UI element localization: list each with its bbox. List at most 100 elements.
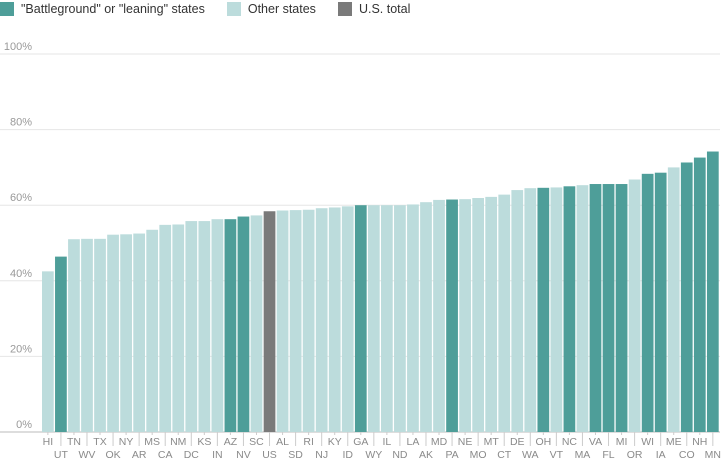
bar-oh bbox=[537, 187, 550, 432]
legend-item-battleground: "Battleground" or "leaning" states bbox=[0, 2, 205, 16]
bar-ri bbox=[302, 209, 315, 432]
legend-item-us-total: U.S. total bbox=[337, 2, 411, 16]
bar-nj bbox=[315, 208, 328, 432]
legend-swatch-us-total bbox=[337, 2, 352, 16]
bar-vt bbox=[550, 187, 563, 432]
x-label-fl: FL bbox=[602, 449, 614, 459]
legend-item-other: Other states bbox=[226, 2, 316, 16]
bars bbox=[42, 151, 719, 433]
bar-ny bbox=[120, 234, 132, 432]
bar-nm bbox=[172, 224, 185, 432]
x-label-il: IL bbox=[382, 436, 391, 448]
bar-nd bbox=[394, 205, 406, 432]
x-label-nh: NH bbox=[692, 436, 707, 448]
x-label-mi: MI bbox=[616, 436, 628, 448]
x-label-mn: MN bbox=[705, 449, 721, 459]
bar-il bbox=[381, 205, 393, 432]
x-label-me: ME bbox=[666, 436, 682, 448]
x-label-nv: NV bbox=[236, 449, 251, 459]
bar-ia bbox=[654, 172, 667, 432]
x-label-ks: KS bbox=[197, 436, 211, 448]
x-label-tn: TN bbox=[67, 436, 81, 448]
x-axis-labels: HIUTTNWVTXOKNYARMSCANMDCKSINAZNVSCUSALSD… bbox=[43, 432, 721, 459]
x-label-vt: VT bbox=[550, 449, 564, 459]
x-label-nj: NJ bbox=[315, 449, 328, 459]
bar-tn bbox=[68, 239, 80, 432]
bar-or bbox=[628, 179, 641, 432]
y-tick-label-0: 0% bbox=[16, 419, 32, 431]
x-label-wa: WA bbox=[522, 449, 539, 459]
y-tick-label-60: 60% bbox=[10, 192, 32, 204]
x-label-id: ID bbox=[343, 449, 354, 459]
y-tick-label-20: 20% bbox=[10, 343, 32, 355]
bar-pa bbox=[446, 199, 458, 432]
legend-label-us-total: U.S. total bbox=[358, 2, 411, 16]
x-label-mt: MT bbox=[484, 436, 500, 448]
x-label-ca: CA bbox=[158, 449, 173, 459]
x-label-ar: AR bbox=[132, 449, 147, 459]
bar-mo bbox=[472, 198, 485, 432]
legend-label-battleground: "Battleground" or "leaning" states bbox=[21, 2, 205, 16]
x-label-ok: OK bbox=[105, 449, 120, 459]
legend-label-other: Other states bbox=[247, 2, 316, 16]
x-label-or: OR bbox=[627, 449, 643, 459]
x-label-la: LA bbox=[407, 436, 420, 448]
x-label-ga: GA bbox=[353, 436, 368, 448]
x-label-ky: KY bbox=[328, 436, 342, 448]
x-label-nm: NM bbox=[170, 436, 186, 448]
bar-va bbox=[589, 184, 602, 432]
x-label-az: AZ bbox=[224, 436, 238, 448]
bar-wi bbox=[641, 173, 654, 432]
bar-ut bbox=[55, 256, 67, 432]
bar-fl bbox=[602, 184, 615, 432]
bar-id bbox=[341, 206, 354, 432]
bar-co bbox=[680, 162, 693, 433]
bar-nv bbox=[237, 216, 250, 432]
bar-ca bbox=[159, 224, 172, 432]
bar-us bbox=[263, 211, 276, 432]
x-label-dc: DC bbox=[184, 449, 200, 459]
bar-mt bbox=[485, 196, 498, 432]
y-axis-labels: 0% 20% 40% 60% 80% 100% bbox=[4, 41, 32, 431]
legend-swatch-other bbox=[226, 2, 241, 16]
x-label-va: VA bbox=[589, 436, 602, 448]
bar-sc bbox=[250, 215, 263, 432]
bar-wy bbox=[367, 205, 380, 432]
x-label-wy: WY bbox=[365, 449, 382, 459]
x-label-sc: SC bbox=[249, 436, 264, 448]
bar-ky bbox=[328, 207, 341, 432]
y-tick-label-100: 100% bbox=[4, 41, 32, 53]
bar-az bbox=[224, 219, 237, 432]
x-label-ny: NY bbox=[119, 436, 134, 448]
bar-de bbox=[511, 190, 524, 432]
x-label-nd: ND bbox=[392, 449, 408, 459]
bar-wv bbox=[81, 238, 93, 432]
bar-ma bbox=[576, 185, 589, 432]
x-label-us: US bbox=[262, 449, 277, 459]
x-label-oh: OH bbox=[535, 436, 551, 448]
bar-mi bbox=[615, 184, 628, 432]
x-label-nc: NC bbox=[562, 436, 578, 448]
y-tick-label-80: 80% bbox=[10, 117, 32, 129]
y-tick-label-40: 40% bbox=[10, 268, 32, 280]
x-label-ne: NE bbox=[458, 436, 473, 448]
x-label-hi: HI bbox=[43, 436, 54, 448]
x-label-wv: WV bbox=[79, 449, 96, 459]
bar-me bbox=[667, 167, 680, 432]
bar-tx bbox=[94, 238, 106, 432]
x-label-pa: PA bbox=[445, 449, 458, 459]
x-label-in: IN bbox=[212, 449, 223, 459]
x-label-md: MD bbox=[431, 436, 448, 448]
bar-sd bbox=[289, 210, 302, 432]
x-label-mo: MO bbox=[470, 449, 487, 459]
x-label-ak: AK bbox=[419, 449, 433, 459]
bar-ak bbox=[420, 202, 432, 432]
x-label-ma: MA bbox=[575, 449, 591, 459]
bar-ks bbox=[198, 221, 211, 432]
bar-ar bbox=[133, 233, 146, 432]
legend-swatch-battleground bbox=[0, 2, 14, 16]
bar-ms bbox=[146, 229, 159, 432]
x-label-al: AL bbox=[276, 436, 289, 448]
bar-hi bbox=[42, 271, 54, 432]
x-label-wi: WI bbox=[641, 436, 654, 448]
